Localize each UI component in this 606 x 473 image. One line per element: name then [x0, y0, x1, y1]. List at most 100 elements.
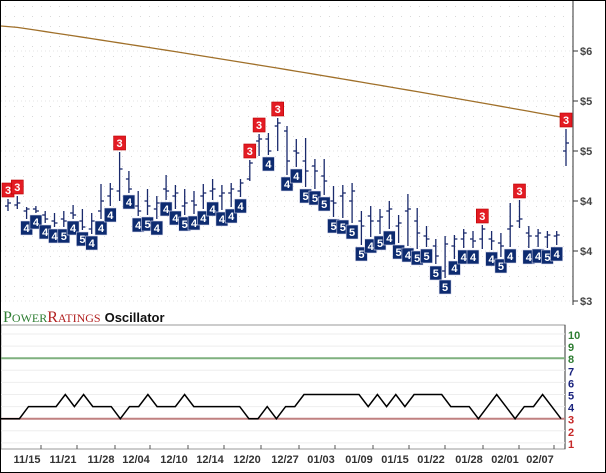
price-bar: 4: [234, 179, 247, 214]
rating-badge-value: 4: [284, 179, 291, 191]
price-bar: 5: [345, 183, 359, 240]
rating-badge-value: 3: [5, 185, 11, 197]
rating-badge-value: 4: [154, 223, 161, 235]
rating-badge-value: 5: [144, 219, 150, 231]
rating-badge-value: 4: [386, 233, 393, 245]
rating-badge: 4: [550, 246, 564, 262]
rating-badge-value: 4: [24, 223, 31, 235]
oscillator-tick-label: 4: [568, 403, 575, 415]
rating-badge: 5: [438, 279, 452, 295]
oscillator-tick-label: 1: [568, 439, 574, 451]
rating-badge-value: 5: [423, 251, 429, 263]
rating-badge-value: 5: [312, 193, 318, 205]
date-tick-label: 01/09: [345, 454, 373, 466]
rating-badge-value: 5: [396, 247, 402, 259]
rating-badge: 5: [355, 246, 368, 262]
title-r: R: [47, 309, 58, 326]
oscillator-tick-label: 7: [568, 366, 574, 378]
rating-badge-box: [262, 156, 275, 172]
oscillator-tick-label: 9: [568, 342, 574, 354]
rating-badge-value: 5: [358, 249, 364, 261]
date-tick-label: 01/03: [307, 454, 335, 466]
price-tick-label: $3: [580, 296, 592, 308]
rating-badge-box: [113, 135, 126, 151]
oscillator-tick-label: 6: [568, 378, 574, 390]
rating-badge-value: 4: [51, 231, 58, 243]
rating-badge-value: 4: [33, 217, 40, 229]
price-tick-label: $4: [580, 196, 593, 208]
rating-badge-box: [94, 220, 108, 236]
rating-badge-box: [429, 265, 443, 281]
rating-badge: 4: [466, 249, 480, 265]
rating-badge-value: 4: [126, 197, 133, 209]
rating-badge: 3: [559, 112, 573, 128]
oscillator-tick-label: 2: [568, 427, 574, 439]
price-bar: 4: [169, 185, 182, 226]
rating-badge-box: [66, 220, 80, 236]
rating-badge-box: [122, 194, 136, 210]
rating-badge: 4: [224, 208, 238, 224]
date-tick-label: 12/10: [160, 454, 188, 466]
oscillator-title: POWERRATINGS Oscillator: [3, 309, 165, 327]
price-bar: 5: [420, 226, 433, 264]
rating-badge-value: 4: [172, 213, 179, 225]
rating-badge: 5: [345, 224, 359, 240]
price-bar: 4: [66, 205, 80, 236]
rating-badge: 4: [503, 248, 517, 264]
rating-badge-box: [466, 249, 480, 265]
rating-badge: 4: [85, 235, 98, 251]
price-bar: 5: [429, 239, 443, 281]
price-bar: 3: [243, 143, 257, 181]
rating-badge: 3: [271, 101, 285, 117]
rating-badge-value: 4: [89, 238, 96, 250]
rating-badge-value: 4: [219, 214, 226, 226]
price-axis-labels: $6 $5 $5 $4 $4 $3: [580, 46, 593, 308]
rating-badge-box: [224, 208, 238, 224]
price-bar: 5: [141, 189, 154, 232]
rating-badge: 3: [475, 208, 489, 224]
oscillator-tick-label: 3: [568, 415, 574, 427]
rating-badge-value: 4: [42, 227, 49, 239]
rating-badge-value: 4: [526, 252, 533, 264]
rating-badge: 3: [252, 117, 266, 133]
rating-badge: 4: [289, 168, 303, 184]
rating-badge-box: [252, 117, 266, 133]
price-bar: 3: [252, 117, 266, 156]
rating-badge-value: 4: [107, 210, 114, 222]
rating-badge-value: 4: [135, 220, 142, 232]
rating-badge-value: 4: [470, 252, 477, 264]
rating-badge-box: [420, 248, 433, 264]
rating-badge-box: [234, 198, 247, 214]
price-bar: 3: [513, 183, 526, 228]
title-p: P: [3, 309, 12, 326]
price-bar: 5: [494, 233, 508, 274]
rating-badge: 5: [420, 248, 433, 264]
rating-badge-value: 5: [544, 252, 550, 264]
rating-badge: 3: [513, 183, 526, 199]
rating-badge: 4: [234, 198, 247, 214]
rating-badge-value: 4: [554, 249, 561, 261]
rating-badge: 4: [66, 220, 80, 236]
rating-badge-box: [513, 183, 526, 199]
rating-badge-value: 4: [405, 250, 412, 262]
rating-badge-value: 4: [489, 254, 496, 266]
rating-badge-box: [559, 112, 573, 128]
rating-badge-value: 3: [117, 138, 123, 150]
rating-badge: 4: [131, 217, 145, 233]
rating-badge-value: 3: [275, 104, 281, 116]
rating-badge-box: [448, 260, 461, 276]
price-bar: 4: [85, 213, 98, 251]
rating-badge: 4: [262, 156, 275, 172]
rating-badge-box: [104, 207, 117, 223]
rating-badge-value: 4: [451, 263, 458, 275]
rating-badge-value: 4: [507, 251, 514, 263]
price-bar: 5: [336, 185, 350, 235]
price-bar: 3: [11, 179, 24, 209]
rating-badge-value: 4: [228, 211, 235, 223]
date-tick-label: 12/04: [122, 454, 150, 466]
rating-badge-value: 5: [433, 268, 439, 280]
rating-badge-box: [289, 168, 303, 184]
